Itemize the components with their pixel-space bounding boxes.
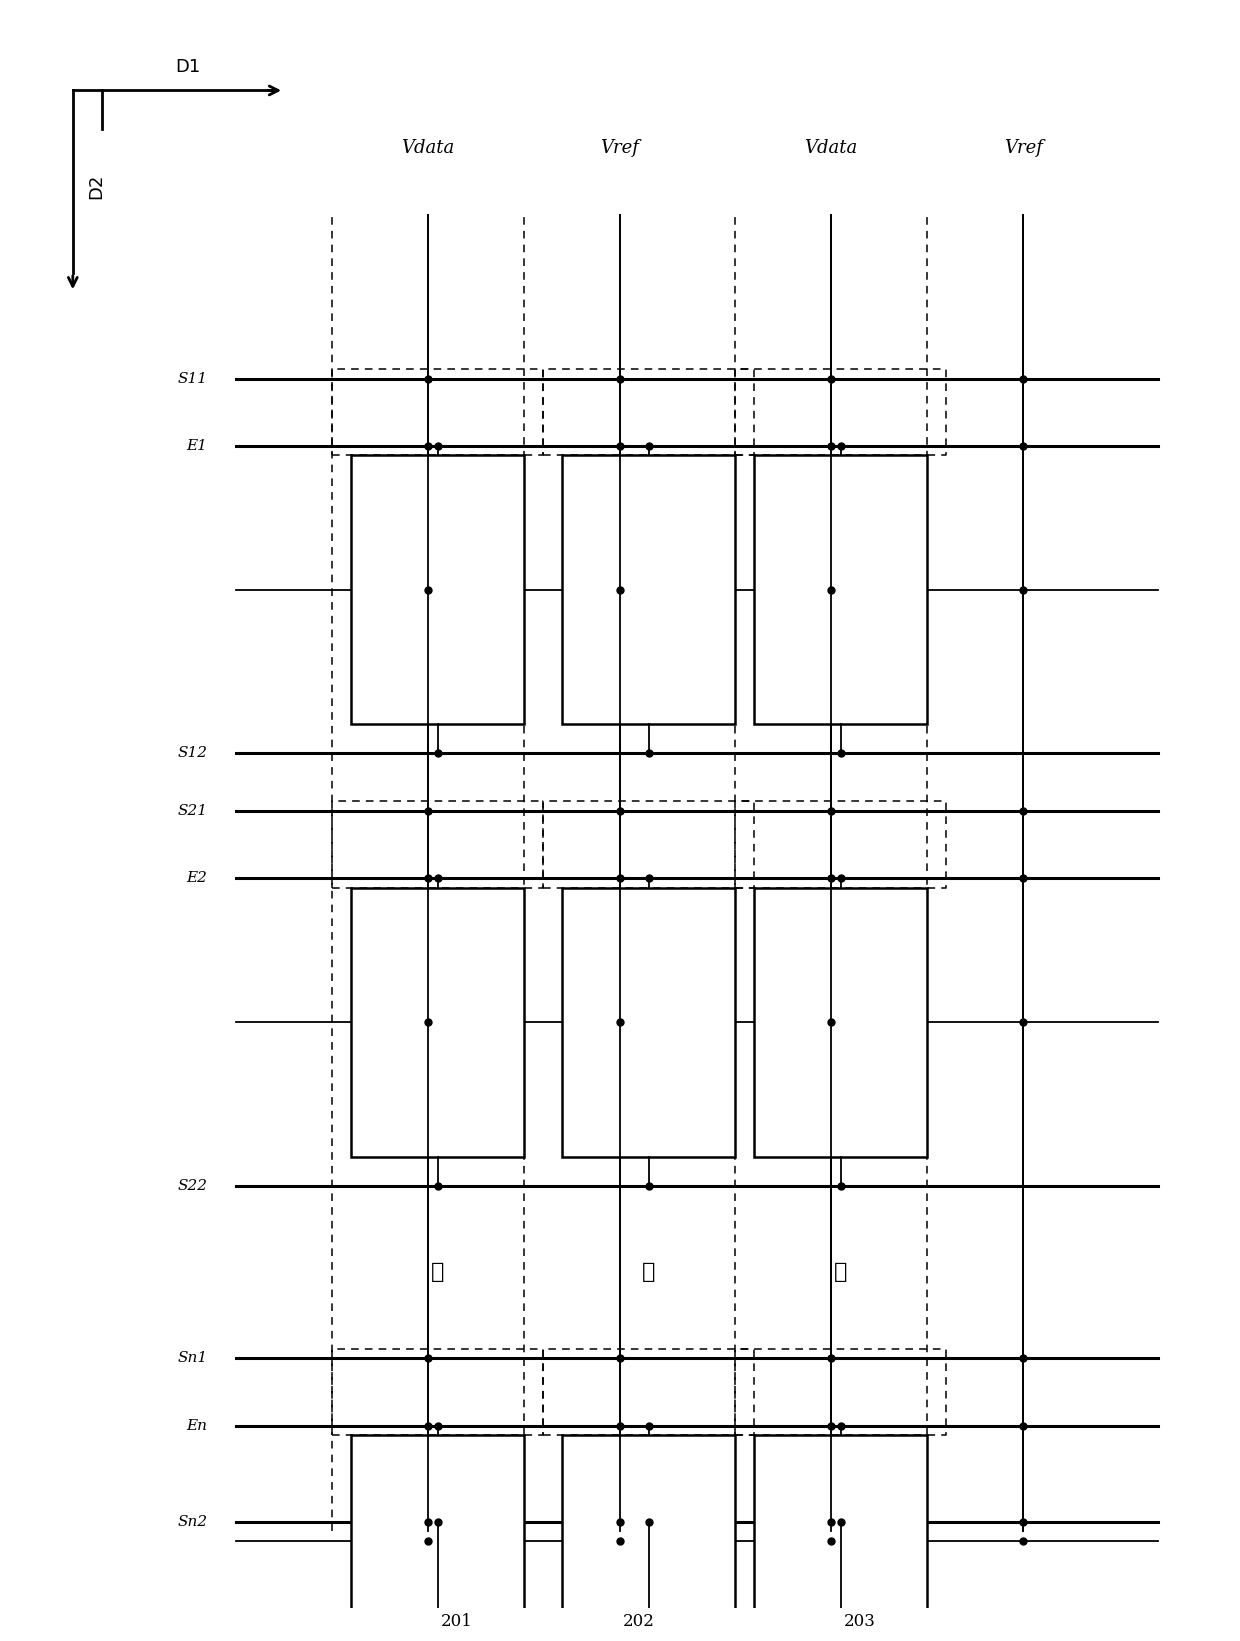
Text: Vdata: Vdata (805, 139, 858, 158)
Text: D2: D2 (87, 174, 105, 199)
Text: 202: 202 (624, 1613, 655, 1630)
Text: S21: S21 (177, 804, 207, 817)
Text: ⋮: ⋮ (432, 1260, 444, 1283)
Text: D1: D1 (175, 57, 201, 75)
Bar (351, 1436, 525, 1641)
Text: 203: 203 (844, 1613, 875, 1630)
Text: ⋮: ⋮ (835, 1260, 847, 1283)
Text: Sn1: Sn1 (177, 1352, 207, 1365)
Bar (754, 888, 928, 1157)
Bar (754, 1436, 928, 1641)
Text: S12: S12 (177, 747, 207, 760)
Bar (754, 456, 928, 724)
Text: Vref: Vref (1003, 139, 1043, 158)
Text: E1: E1 (186, 438, 207, 453)
Bar (563, 1436, 735, 1641)
Text: E2: E2 (186, 871, 207, 884)
Text: 201: 201 (441, 1613, 472, 1630)
Bar (351, 888, 525, 1157)
Text: ⋮: ⋮ (642, 1260, 656, 1283)
Text: Vdata: Vdata (402, 139, 455, 158)
Bar (351, 456, 525, 724)
Bar (563, 888, 735, 1157)
Text: En: En (186, 1419, 207, 1433)
Text: Vref: Vref (600, 139, 640, 158)
Text: S11: S11 (177, 371, 207, 386)
Text: Sn2: Sn2 (177, 1515, 207, 1529)
Text: S22: S22 (177, 1178, 207, 1193)
Bar (563, 456, 735, 724)
